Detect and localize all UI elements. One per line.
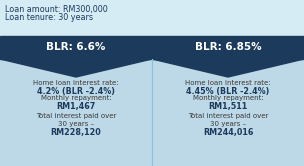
Text: Loan tenure: 30 years: Loan tenure: 30 years: [5, 13, 93, 22]
Text: RM244,016: RM244,016: [203, 128, 253, 137]
Polygon shape: [0, 59, 152, 77]
Text: Home loan interest rate:: Home loan interest rate:: [185, 80, 271, 86]
Text: Loan amount: RM300,000: Loan amount: RM300,000: [5, 5, 108, 14]
Text: RM228,120: RM228,120: [51, 128, 101, 137]
Text: Home loan interest rate:: Home loan interest rate:: [33, 80, 119, 86]
Text: RM1,511: RM1,511: [208, 102, 248, 111]
Text: Total interest paid over
30 years –: Total interest paid over 30 years –: [36, 113, 116, 127]
Bar: [0, 36, 304, 59]
Text: RM1,467: RM1,467: [56, 102, 96, 111]
Text: 4.45% (BLR -2.4%): 4.45% (BLR -2.4%): [186, 87, 270, 96]
Text: BLR: 6.6%: BLR: 6.6%: [46, 42, 106, 52]
Polygon shape: [152, 59, 304, 77]
Text: Monthly repayment:: Monthly repayment:: [41, 95, 111, 101]
Text: BLR: 6.85%: BLR: 6.85%: [195, 42, 261, 52]
Bar: [0, 0, 304, 36]
Text: Monthly repayment:: Monthly repayment:: [193, 95, 263, 101]
Text: 4.2% (BLR -2.4%): 4.2% (BLR -2.4%): [37, 87, 115, 96]
Text: Total interest paid over
30 years –: Total interest paid over 30 years –: [188, 113, 268, 127]
Bar: [0, 59, 304, 166]
